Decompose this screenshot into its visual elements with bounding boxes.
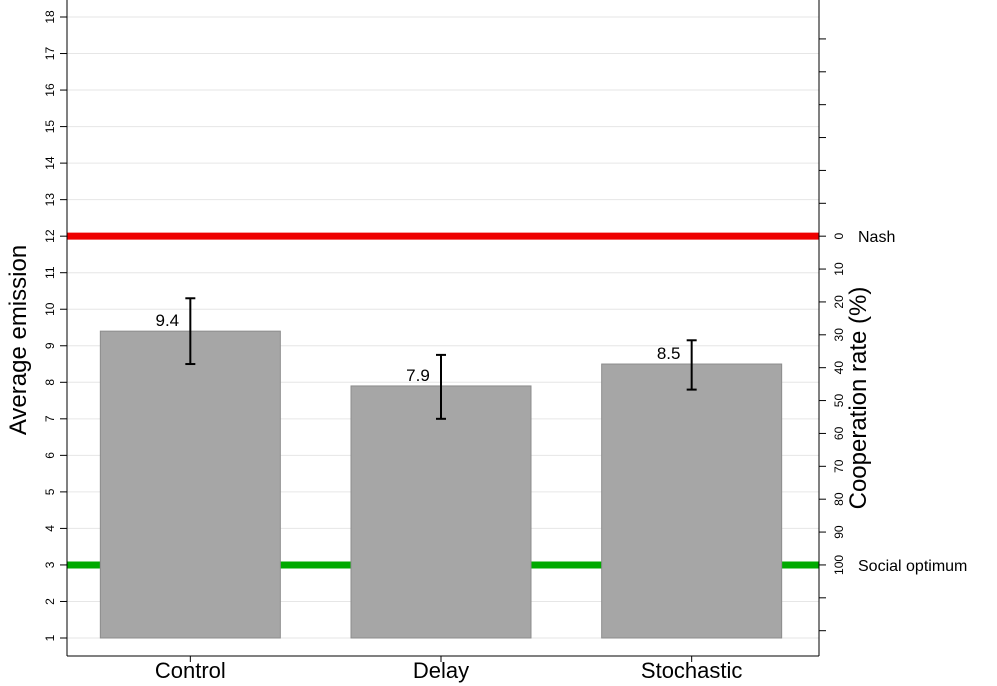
bar-stochastic: [601, 363, 783, 639]
data-label: 8.5: [657, 344, 681, 363]
y-tick-label: 4: [43, 525, 57, 532]
y2-tick-label: 20: [832, 295, 846, 309]
y-tick-label: 14: [43, 156, 57, 170]
reference-line-label: Nash: [858, 229, 895, 246]
y-tick-label: 3: [43, 561, 57, 568]
y-tick-label: 11: [43, 266, 57, 279]
y2-tick-label: 80: [832, 492, 846, 506]
data-label: 7.9: [406, 366, 430, 385]
y-tick-label: 16: [43, 83, 57, 97]
y-tick-label: 13: [43, 193, 57, 207]
y2-tick-label: 90: [832, 525, 846, 539]
y-tick-label: 5: [43, 488, 57, 495]
x-tick-label: Stochastic: [641, 658, 743, 683]
y-tick-label: 12: [43, 229, 57, 243]
y-tick-label: 8: [43, 379, 57, 386]
y-tick-label: 6: [43, 452, 57, 459]
y-tick-label: 1: [43, 634, 57, 641]
y-tick-label: 17: [43, 47, 57, 61]
y-tick-label: 18: [43, 10, 57, 24]
data-label: 9.4: [156, 311, 180, 330]
y-axis-title: Average emission: [5, 245, 32, 435]
x-tick-label: Delay: [413, 658, 469, 683]
y2-tick-label: 60: [832, 426, 846, 440]
y-tick-label: 9: [43, 342, 57, 349]
y-tick-label: 2: [43, 598, 57, 605]
y2-tick-label: 70: [832, 459, 846, 473]
y-tick-label: 10: [43, 302, 57, 316]
bar-control: [99, 330, 281, 639]
bar-delay: [350, 385, 532, 639]
y-tick-label: 7: [43, 415, 57, 422]
reference-line-label: Social optimum: [858, 558, 967, 575]
y2-axis-title: Cooperation rate (%): [845, 287, 872, 510]
y2-tick-label: 30: [832, 328, 846, 342]
y2-tick-label: 10: [832, 262, 846, 276]
x-tick-label: Control: [155, 658, 226, 683]
y-tick-label: 15: [43, 120, 57, 134]
y2-tick-label: 0: [832, 233, 846, 240]
y2-tick-label: 100: [832, 555, 846, 575]
y2-tick-label: 50: [832, 394, 846, 408]
y2-tick-label: 40: [832, 361, 846, 375]
bars: 9.4 7.9 8.5: [99, 297, 783, 639]
